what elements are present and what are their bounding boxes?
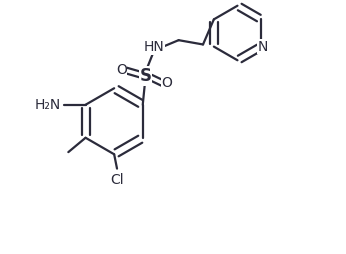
Text: O: O (116, 63, 127, 77)
Text: HN: HN (144, 40, 165, 54)
Text: N: N (257, 40, 268, 54)
Text: Cl: Cl (110, 173, 124, 187)
Text: S: S (140, 67, 152, 85)
Text: H₂N: H₂N (35, 98, 61, 112)
Text: O: O (162, 76, 173, 90)
